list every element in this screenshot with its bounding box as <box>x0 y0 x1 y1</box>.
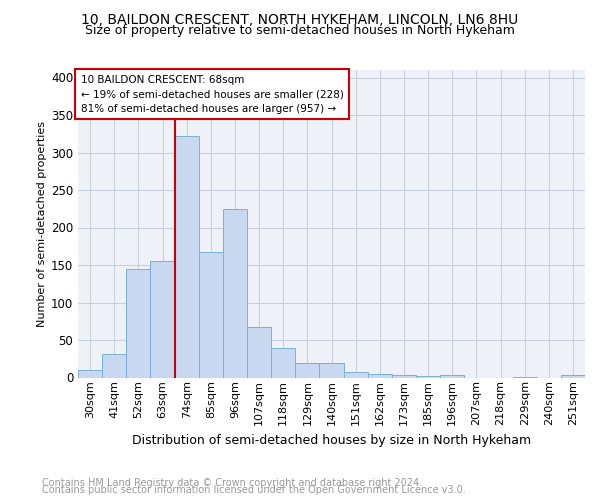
Bar <box>561 375 585 378</box>
Bar <box>126 269 151 378</box>
Bar <box>368 374 392 378</box>
Bar <box>271 348 295 378</box>
Bar <box>416 376 440 378</box>
Bar <box>102 354 126 378</box>
Y-axis label: Number of semi-detached properties: Number of semi-detached properties <box>37 120 47 327</box>
Text: Contains HM Land Registry data © Crown copyright and database right 2024.: Contains HM Land Registry data © Crown c… <box>42 478 422 488</box>
Text: 10 BAILDON CRESCENT: 68sqm
← 19% of semi-detached houses are smaller (228)
81% o: 10 BAILDON CRESCENT: 68sqm ← 19% of semi… <box>80 74 343 114</box>
Bar <box>440 375 464 378</box>
X-axis label: Distribution of semi-detached houses by size in North Hykeham: Distribution of semi-detached houses by … <box>132 434 531 446</box>
Bar <box>344 372 368 378</box>
Text: Size of property relative to semi-detached houses in North Hykeham: Size of property relative to semi-detach… <box>85 24 515 37</box>
Bar <box>175 136 199 378</box>
Bar <box>392 374 416 378</box>
Text: Contains public sector information licensed under the Open Government Licence v3: Contains public sector information licen… <box>42 485 466 495</box>
Text: 10, BAILDON CRESCENT, NORTH HYKEHAM, LINCOLN, LN6 8HU: 10, BAILDON CRESCENT, NORTH HYKEHAM, LIN… <box>82 12 518 26</box>
Bar <box>295 362 319 378</box>
Bar <box>151 261 175 378</box>
Bar <box>199 252 223 378</box>
Bar <box>319 362 344 378</box>
Bar <box>78 370 102 378</box>
Bar <box>247 326 271 378</box>
Bar <box>223 209 247 378</box>
Bar <box>512 377 537 378</box>
